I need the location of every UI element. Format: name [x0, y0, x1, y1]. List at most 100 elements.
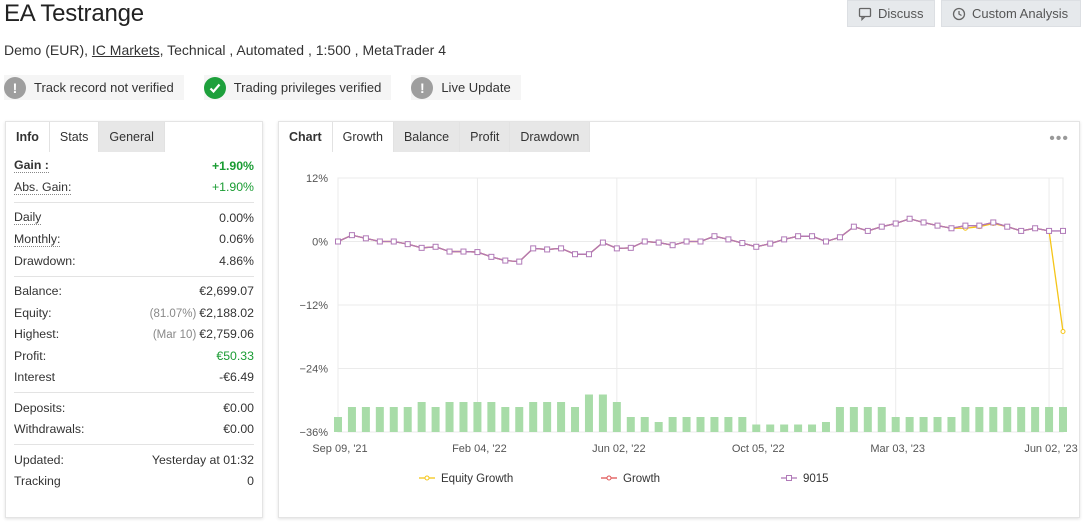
activity-bar [961, 407, 970, 432]
legend-swatch-marker [606, 475, 612, 481]
stat-label: Gain : [14, 158, 49, 174]
y-tick-label: 12% [306, 173, 328, 185]
activity-bar [361, 407, 370, 432]
series-point [348, 232, 355, 239]
stat-deposits: Deposits: €0.00 [14, 397, 254, 419]
series-point [864, 227, 871, 234]
stat-interest: Interest -€6.49 [14, 367, 254, 389]
series-point [335, 238, 341, 245]
activity-bar [877, 407, 886, 432]
exclamation-icon: ! [4, 76, 26, 99]
stat-equity: Equity: (81.07%) €2,188.02 [14, 302, 254, 324]
series-point [711, 233, 718, 240]
activity-bar [1003, 407, 1012, 432]
stat-value: -€6.49 [219, 370, 254, 385]
activity-bar [431, 407, 440, 432]
series-point [809, 233, 816, 240]
tab-balance[interactable]: Balance [393, 122, 461, 152]
activity-bar [975, 407, 984, 432]
badge-live-update: ! Live Update [411, 75, 521, 100]
series-point [795, 233, 802, 240]
activity-bar [668, 417, 677, 432]
series-point [627, 244, 634, 251]
check-icon [203, 76, 226, 99]
activity-bar [1045, 407, 1054, 432]
series-point [558, 245, 565, 252]
stat-value: €2,699.07 [199, 284, 254, 299]
activity-bar [863, 407, 872, 432]
badge-label: Track record not verified [34, 80, 174, 95]
comment-icon [858, 7, 872, 21]
growth-chart: 12% 0% −12% −24% −36% Sep 09, '21 Feb 04, '22 J… [300, 173, 1078, 485]
series-point [976, 222, 983, 229]
series-point [753, 243, 760, 250]
stat-value: 0.06% [219, 232, 254, 247]
stat-label: Equity: [14, 305, 52, 320]
activity-bar [487, 402, 496, 432]
legend-label: 9015 [803, 473, 829, 485]
activity-bar [1059, 407, 1067, 432]
series-point [990, 219, 997, 226]
tab-general[interactable]: General [99, 122, 165, 152]
series-point [446, 248, 453, 255]
activity-bar [1017, 407, 1026, 432]
stat-value: 0.00% [219, 210, 254, 225]
activity-bar [933, 417, 942, 432]
x-tick-label: Feb 04, '22 [452, 443, 507, 455]
more-options-icon[interactable]: ••• [1049, 130, 1069, 147]
series-point [822, 238, 829, 245]
broker-link[interactable]: IC Markets [91, 42, 160, 58]
legend-swatch-marker [424, 475, 430, 481]
series-point [1060, 227, 1066, 234]
activity-bar [389, 407, 398, 432]
activity-bar [501, 407, 510, 432]
stats-list: Gain : +1.90% Abs. Gain: +1.90% Daily 0.… [6, 152, 262, 492]
tab-drawdown[interactable]: Drawdown [510, 122, 591, 152]
tab-chart[interactable]: Chart [279, 122, 333, 152]
activity-bar [794, 424, 803, 432]
y-tick-label: −36% [300, 427, 329, 439]
stat-label: Tracking [14, 474, 61, 489]
series-point [390, 238, 397, 245]
activity-bar [835, 407, 844, 432]
activity-bar [571, 407, 580, 432]
activity-bar [529, 402, 538, 432]
series-point [781, 236, 788, 243]
series-point [530, 245, 537, 252]
series-point [516, 258, 523, 265]
tab-stats[interactable]: Stats [49, 122, 100, 152]
stat-tracking: Tracking 0 [14, 471, 254, 493]
series-point [850, 223, 857, 230]
stat-profit: Profit: €50.33 [14, 345, 254, 367]
activity-bar [738, 417, 747, 432]
custom-analysis-button[interactable]: Custom Analysis [941, 0, 1081, 27]
series-point [404, 241, 411, 248]
activity-bar [403, 407, 412, 432]
series-point [906, 215, 913, 222]
activity-bar [891, 417, 900, 432]
stat-value: +1.90% [211, 180, 254, 195]
series-point [962, 222, 969, 229]
stat-value: €0.00 [223, 422, 254, 437]
activity-bar [752, 424, 761, 432]
activity-bar [473, 402, 482, 432]
tab-profit[interactable]: Profit [460, 122, 511, 152]
tab-info[interactable]: Info [6, 122, 50, 152]
badge-track-record: ! Track record not verified [4, 75, 184, 100]
tab-growth[interactable]: Growth [332, 122, 394, 152]
series-point [836, 234, 843, 241]
badge-trading-privileges: Trading privileges verified [203, 75, 392, 100]
series-point [432, 243, 439, 250]
stat-note: (81.07%) [149, 307, 197, 320]
series-point [683, 238, 690, 245]
y-tick-label: −12% [300, 300, 329, 312]
x-tick-label: Mar 03, '23 [870, 443, 925, 455]
stat-label: Daily [14, 210, 42, 226]
activity-bar [905, 417, 914, 432]
divider [14, 275, 254, 277]
series-point [599, 239, 606, 246]
discuss-button[interactable]: Discuss [847, 0, 935, 27]
activity-bar [919, 417, 928, 432]
activity-bar [417, 402, 426, 432]
stat-label: Drawdown: [14, 253, 76, 268]
